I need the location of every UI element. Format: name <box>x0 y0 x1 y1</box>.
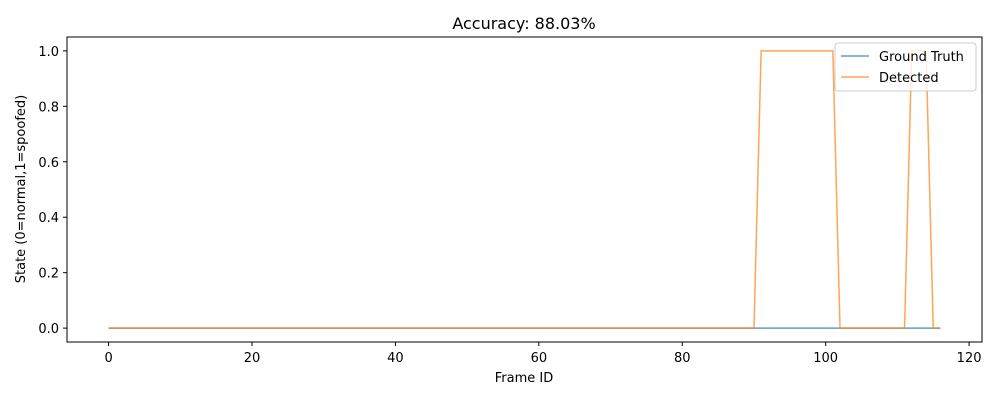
x-tick-label: 100 <box>813 351 838 366</box>
legend-label-ground-truth: Ground Truth <box>879 50 964 65</box>
legend: Ground Truth Detected <box>834 42 977 92</box>
x-tick-label: 80 <box>674 351 691 366</box>
x-tick-label: 0 <box>104 351 112 366</box>
legend-label-detected: Detected <box>879 71 939 86</box>
y-tick-label: 0.4 <box>38 211 59 226</box>
plot-frame <box>66 36 983 343</box>
x-axis-label: Frame ID <box>495 371 553 386</box>
y-axis-label: State (0=normal,1=spoofed) <box>14 95 29 283</box>
series-line-detected <box>108 50 941 329</box>
x-tick-label: 40 <box>387 351 404 366</box>
y-tick-label: 0.8 <box>38 100 59 115</box>
y-tick-label: 1.0 <box>38 45 59 60</box>
y-tick-label: 0.6 <box>38 156 59 171</box>
x-tick-label: 60 <box>531 351 548 366</box>
y-tick-label: 0.2 <box>38 267 59 282</box>
y-tick-label: 0.0 <box>38 322 59 337</box>
x-axis-ticks: 0 20 40 60 80 100 120 <box>104 342 982 366</box>
x-tick-label: 20 <box>244 351 261 366</box>
x-tick-label: 120 <box>957 351 982 366</box>
series-layer <box>108 50 941 329</box>
plot-area <box>66 36 983 343</box>
chart-title: Accuracy: 88.03% <box>452 14 595 33</box>
legend-box <box>834 42 977 92</box>
y-axis-ticks: 0.0 0.2 0.4 0.6 0.8 1.0 <box>38 45 67 337</box>
